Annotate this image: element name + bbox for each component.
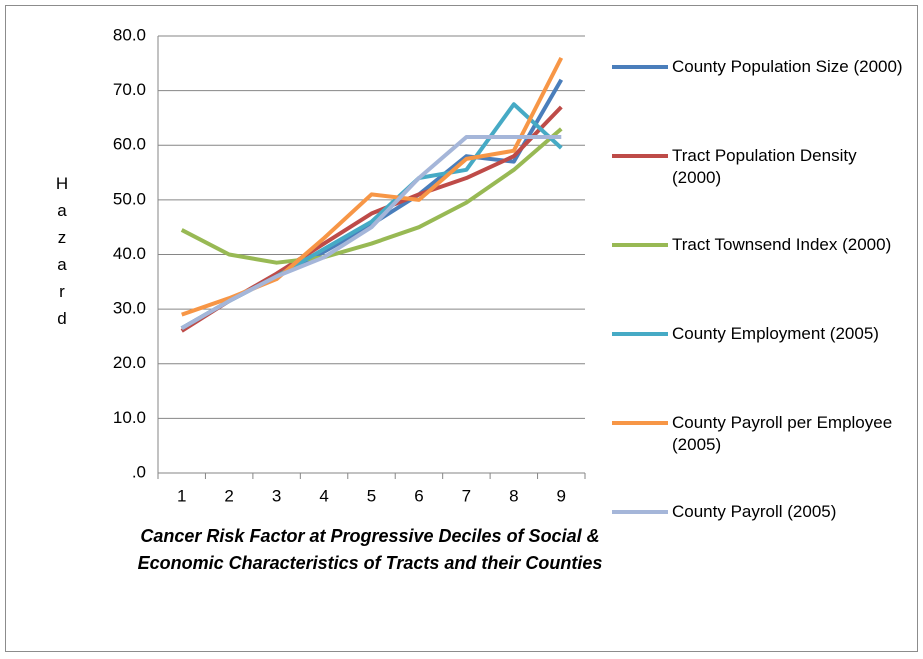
y-tick-label: 60.0 — [113, 135, 146, 154]
y-tick-label: .0 — [132, 462, 146, 481]
y-tick-label: 70.0 — [113, 80, 146, 99]
x-tick-label: 6 — [414, 486, 423, 505]
legend-label: Tract Population Density (2000) — [672, 146, 857, 187]
x-tick-label: 8 — [509, 486, 518, 505]
y-tick-label: 40.0 — [113, 244, 146, 263]
series-line — [180, 127, 563, 265]
x-axis-label: Cancer Risk Factor at Progressive Decile… — [140, 526, 599, 546]
y-tick-label: 30.0 — [113, 299, 146, 318]
y-tick-label: 80.0 — [113, 25, 146, 44]
x-tick-label: 1 — [177, 486, 186, 505]
x-tick-label: 7 — [462, 486, 471, 505]
x-axis-label: Economic Characteristics of Tracts and t… — [138, 553, 603, 573]
y-tick-label: 10.0 — [113, 408, 146, 427]
series-line — [180, 135, 562, 330]
y-axis-label: Hazard — [53, 174, 72, 336]
y-tick-label: 20.0 — [113, 353, 146, 372]
legend-label: County Population Size (2000) — [672, 57, 903, 76]
legend-label: County Payroll (2005) — [672, 502, 837, 521]
x-tick-label: 5 — [367, 486, 376, 505]
x-tick-label: 3 — [272, 486, 281, 505]
x-tick-label: 4 — [319, 486, 328, 505]
legend-label: County Payroll per Employee (2005) — [672, 413, 893, 454]
legend-label: Tract Townsend Index (2000) — [672, 235, 892, 254]
y-tick-label: 50.0 — [113, 189, 146, 208]
legend-label: County Employment (2005) — [672, 324, 879, 343]
x-tick-label: 9 — [557, 486, 566, 505]
x-tick-label: 2 — [224, 486, 233, 505]
